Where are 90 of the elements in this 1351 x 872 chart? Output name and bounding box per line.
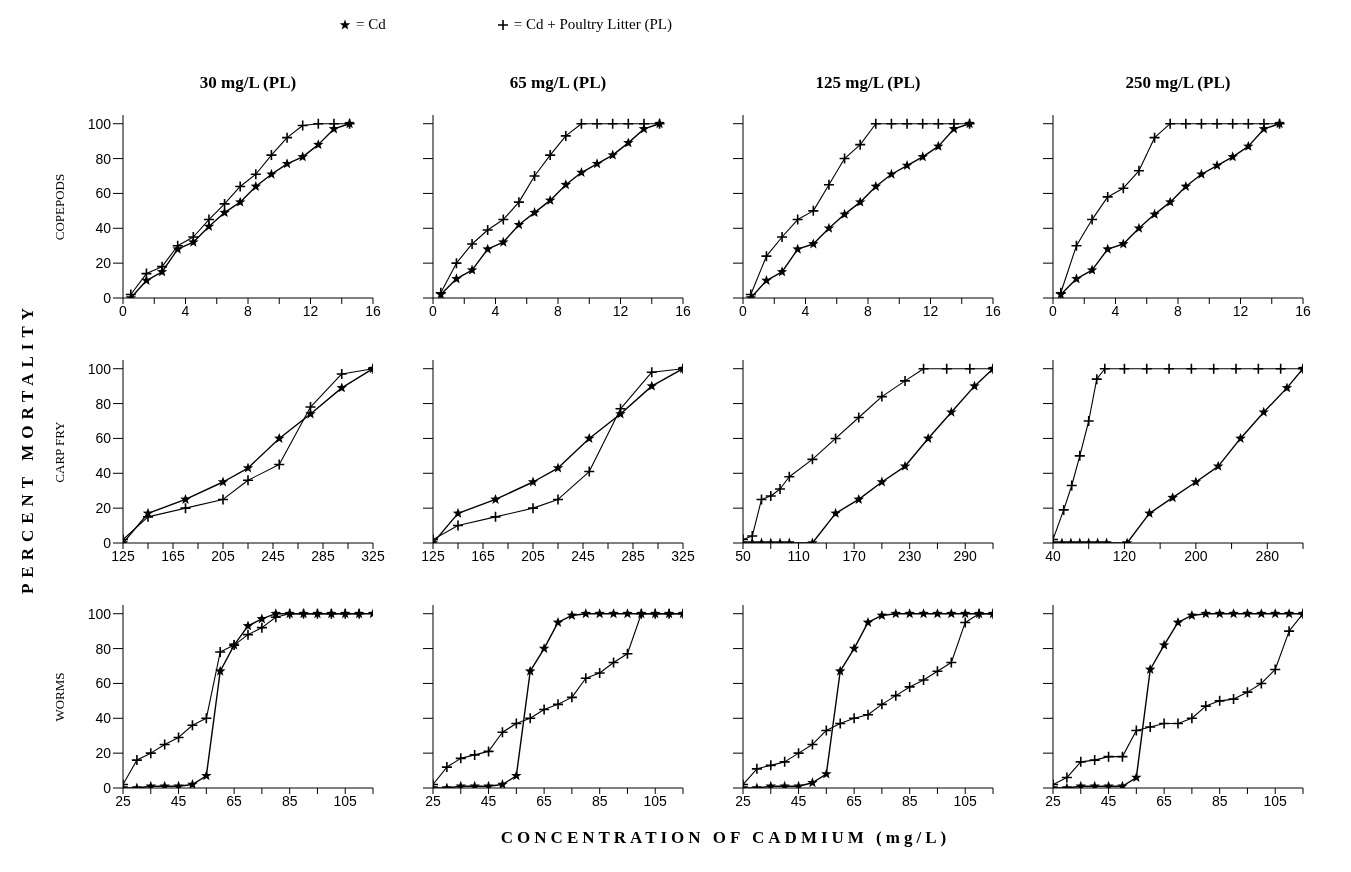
x-tick-label: 65 <box>846 792 863 809</box>
x-tick-label: 120 <box>1112 547 1137 564</box>
chart-title: 250 mg/L (PL) <box>1124 73 1232 93</box>
y-tick-label: 20 <box>95 745 112 762</box>
y-tick-label: 0 <box>103 289 112 306</box>
y-tick-label: 100 <box>87 605 112 622</box>
x-tick-label: 245 <box>261 547 285 564</box>
y-tick-label: 80 <box>95 150 112 167</box>
x-tick-label: 40 <box>1045 547 1061 564</box>
y-tick-label: 100 <box>87 115 112 132</box>
x-tick-label: 85 <box>901 792 918 809</box>
x-tick-label: 85 <box>591 792 608 809</box>
x-tick-label: 290 <box>953 547 978 564</box>
x-tick-label: 165 <box>471 547 495 564</box>
x-tick-label: 280 <box>1255 547 1280 564</box>
legend-label: = Cd + Poultry Litter (PL) <box>513 15 672 33</box>
x-tick-label: 8 <box>1174 302 1183 319</box>
x-tick-label: 16 <box>1295 302 1311 319</box>
x-tick-label: 170 <box>842 547 866 564</box>
text: PERCENT MORTALITY <box>18 301 38 595</box>
x-tick-label: 285 <box>311 547 335 564</box>
y-tick-label: 40 <box>95 465 112 482</box>
x-tick-label: 8 <box>244 302 253 319</box>
x-tick-label: 105 <box>643 792 668 809</box>
x-tick-label: 245 <box>571 547 595 564</box>
x-tick-label: 0 <box>119 302 128 319</box>
chart-title: 30 mg/L (PL) <box>198 73 298 93</box>
x-tick-label: 16 <box>675 302 691 319</box>
x-tick-label: 25 <box>1045 792 1061 809</box>
x-tick-label: 16 <box>985 302 1001 319</box>
x-tick-label: 125 <box>421 547 445 564</box>
chart-title: 65 mg/L (PL) <box>508 73 608 93</box>
x-tick-label: 8 <box>864 302 873 319</box>
x-tick-label: 4 <box>491 302 500 319</box>
x-tick-label: 12 <box>922 302 939 319</box>
text: CONCENTRATION OF CADMIUM (mg/L) <box>499 828 952 848</box>
x-tick-label: 205 <box>211 547 235 564</box>
x-tick-label: 325 <box>361 547 385 564</box>
x-tick-label: 65 <box>536 792 553 809</box>
x-tick-label: 85 <box>1211 792 1228 809</box>
y-axis-title: CARP FRY <box>52 420 68 483</box>
x-tick-label: 16 <box>365 302 381 319</box>
x-tick-label: 325 <box>671 547 695 564</box>
legend-label: = Cd <box>356 15 386 33</box>
y-tick-label: 80 <box>95 395 112 412</box>
x-tick-label: 200 <box>1184 547 1208 564</box>
x-tick-label: 105 <box>1263 792 1288 809</box>
x-tick-label: 65 <box>226 792 243 809</box>
y-tick-label: 60 <box>95 675 112 692</box>
x-tick-label: 4 <box>181 302 190 319</box>
x-tick-label: 85 <box>281 792 298 809</box>
y-tick-label: 100 <box>87 360 112 377</box>
y-axis-title: COPEPODS <box>52 173 68 240</box>
y-tick-label: 0 <box>103 534 112 551</box>
y-axis-title: WORMS <box>52 671 68 722</box>
x-tick-label: 4 <box>1111 302 1120 319</box>
y-tick-label: 40 <box>95 710 112 727</box>
x-tick-label: 12 <box>612 302 629 319</box>
x-tick-label: 105 <box>953 792 978 809</box>
x-tick-label: 230 <box>897 547 922 564</box>
x-tick-label: 25 <box>735 792 751 809</box>
x-tick-label: 25 <box>425 792 441 809</box>
x-tick-label: 4 <box>801 302 810 319</box>
x-tick-label: 105 <box>333 792 358 809</box>
x-tick-label: 125 <box>111 547 135 564</box>
x-tick-label: 45 <box>790 792 807 809</box>
y-tick-label: 80 <box>95 640 112 657</box>
x-tick-label: 65 <box>1156 792 1173 809</box>
x-tick-label: 12 <box>302 302 319 319</box>
x-tick-label: 0 <box>1049 302 1058 319</box>
x-tick-label: 50 <box>735 547 751 564</box>
x-tick-label: 165 <box>161 547 185 564</box>
y-tick-label: 0 <box>103 779 112 796</box>
x-tick-label: 110 <box>787 547 810 564</box>
y-tick-label: 60 <box>95 430 112 447</box>
y-tick-label: 20 <box>95 255 112 272</box>
chart-title: 125 mg/L (PL) <box>814 73 922 93</box>
x-tick-label: 45 <box>480 792 497 809</box>
x-tick-label: 285 <box>621 547 645 564</box>
y-tick-label: 40 <box>95 220 112 237</box>
x-tick-label: 45 <box>170 792 187 809</box>
x-tick-label: 12 <box>1232 302 1249 319</box>
x-tick-label: 205 <box>521 547 545 564</box>
x-tick-label: 8 <box>554 302 563 319</box>
x-tick-label: 25 <box>115 792 131 809</box>
y-tick-label: 20 <box>95 500 112 517</box>
y-tick-label: 60 <box>95 185 112 202</box>
x-tick-label: 0 <box>429 302 438 319</box>
x-tick-label: 0 <box>739 302 748 319</box>
x-tick-label: 45 <box>1100 792 1117 809</box>
